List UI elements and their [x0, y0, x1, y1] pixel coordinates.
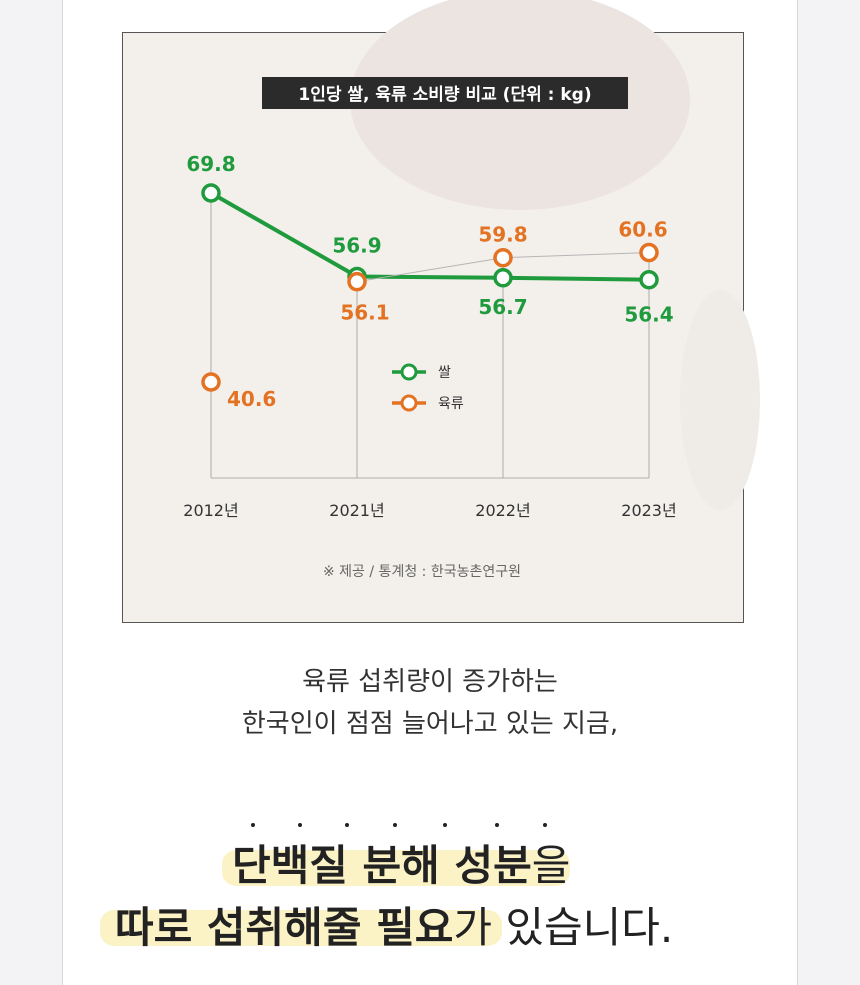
- value-label: 40.6: [227, 387, 276, 411]
- data-point: [201, 372, 221, 392]
- legend-label: 육류: [438, 396, 464, 412]
- x-tick-label: 2023년: [621, 501, 676, 520]
- headline-emphasis: 단백질 분해 성분: [232, 841, 532, 890]
- data-point: [347, 271, 367, 292]
- legend-marker: [400, 363, 418, 381]
- headline-emphasis: 따로 섭취해줄 필요: [115, 903, 453, 952]
- chart-title: 1인당 쌀, 육류 소비량 비교 (단위 : kg): [298, 85, 591, 105]
- x-tick-label: 2012년: [183, 501, 238, 520]
- legend-marker: [400, 394, 418, 412]
- value-label: 56.1: [340, 301, 389, 325]
- chart-source: ※ 제공 / 통계청 : 한국농촌연구원: [323, 564, 521, 580]
- legend-label: 쌀: [438, 365, 451, 381]
- data-point: [493, 247, 513, 268]
- value-label: 56.4: [624, 303, 673, 327]
- value-label: 60.6: [618, 218, 667, 242]
- headline: 단백질 분해 성분을: [232, 841, 570, 890]
- highlight: [222, 850, 570, 886]
- body-line: 한국인이 점점 늘어나고 있는 지금,: [242, 709, 618, 739]
- x-tick-label: 2021년: [329, 501, 384, 520]
- series-line: [210, 191, 650, 282]
- value-label: 69.8: [186, 152, 235, 176]
- x-tick-label: 2022년: [475, 501, 530, 520]
- background-bowl: [680, 290, 760, 510]
- value-label: 56.9: [332, 233, 381, 257]
- highlight: [100, 910, 502, 946]
- data-point: [493, 268, 513, 288]
- headline-text: 을: [532, 841, 571, 890]
- value-label: 56.7: [478, 295, 527, 319]
- value-label: 59.8: [478, 223, 527, 247]
- data-point: [201, 183, 221, 203]
- data-point: [639, 269, 659, 290]
- headline-text: 가 있습니다.: [453, 903, 673, 952]
- headline: 따로 섭취해줄 필요가 있습니다.: [115, 903, 673, 952]
- body-line: 육류 섭취량이 증가하는: [302, 667, 558, 697]
- chart-title-box: [262, 77, 628, 109]
- emphasis-dots: [251, 823, 547, 827]
- data-point: [639, 242, 659, 263]
